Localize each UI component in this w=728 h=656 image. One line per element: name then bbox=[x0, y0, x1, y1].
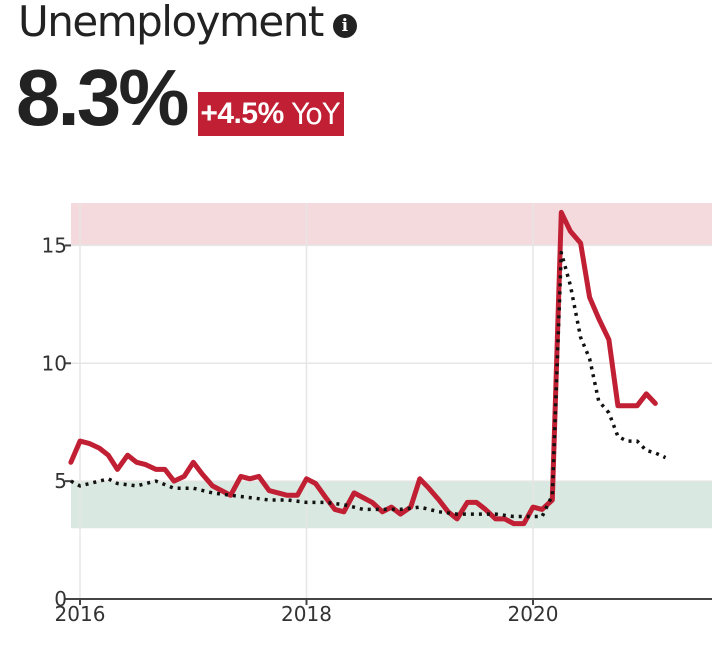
page-title: Unemployment bbox=[18, 0, 324, 46]
x-tick-label: 2016 bbox=[55, 602, 106, 626]
x-tick-label: 2020 bbox=[508, 602, 559, 626]
primary-series-line bbox=[68, 209, 658, 527]
y-tick-label: 5 bbox=[54, 469, 67, 493]
y-tick-label: 0 bbox=[54, 587, 67, 611]
y-tick-label: 15 bbox=[42, 233, 67, 257]
band-high bbox=[71, 203, 712, 246]
x-tick-label: 2018 bbox=[281, 602, 332, 626]
comparison-series-line bbox=[70, 250, 667, 519]
headline-value-row: 8.3% +4.5% YoY bbox=[16, 58, 344, 138]
info-icon[interactable]: i bbox=[332, 14, 357, 38]
header-title-row: Unemployment i bbox=[18, 0, 357, 48]
yoy-change: +4.5% bbox=[200, 97, 284, 130]
y-tick-label: 10 bbox=[42, 351, 67, 375]
yoy-badge: +4.5% YoY bbox=[198, 92, 344, 136]
yoy-unit: YoY bbox=[291, 97, 340, 131]
headline-value: 8.3% bbox=[16, 53, 189, 142]
